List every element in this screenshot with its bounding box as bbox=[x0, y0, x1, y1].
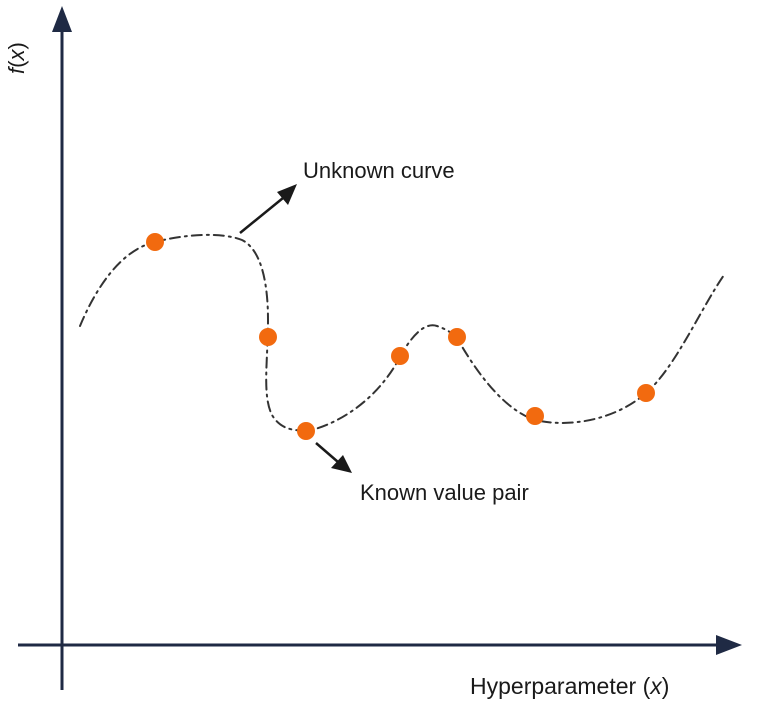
y-axis-title-function: f bbox=[4, 67, 29, 74]
x-axis-title-suffix: ) bbox=[661, 673, 670, 699]
y-axis-title: f(x) bbox=[4, 42, 29, 74]
x-axis-title-variable: x bbox=[650, 673, 662, 699]
y-axis-arrowhead-icon bbox=[52, 6, 72, 32]
unknown-curve-pointer-line bbox=[239, 197, 284, 234]
unknown-curve-label: Unknown curve bbox=[303, 158, 455, 183]
known-point-6 bbox=[526, 407, 544, 425]
x-axis-arrowhead-icon bbox=[716, 635, 742, 655]
unknown-curve bbox=[79, 233, 725, 433]
known-point-2 bbox=[259, 328, 277, 346]
known-point-1 bbox=[146, 233, 164, 251]
known-point-5 bbox=[448, 328, 466, 346]
known-point-3 bbox=[297, 422, 315, 440]
known-point-4 bbox=[391, 347, 409, 365]
y-axis-title-close-paren: ) bbox=[4, 42, 29, 50]
x-axis-title-prefix: Hyperparameter ( bbox=[470, 673, 651, 699]
y-axis-title-open-paren: ( bbox=[4, 60, 29, 68]
known-point-7 bbox=[637, 384, 655, 402]
known-pair-pointer-line bbox=[315, 442, 339, 463]
known-value-pair-label: Known value pair bbox=[360, 480, 529, 505]
y-axis-title-variable: x bbox=[4, 49, 29, 61]
known-pair-arrow-icon bbox=[331, 455, 352, 473]
x-axis-title: Hyperparameter (x) bbox=[470, 675, 669, 698]
unknown-curve-arrow-icon bbox=[277, 184, 297, 205]
